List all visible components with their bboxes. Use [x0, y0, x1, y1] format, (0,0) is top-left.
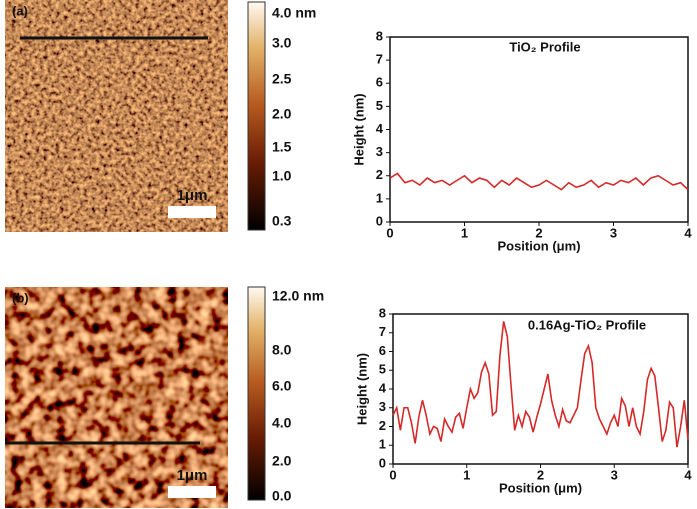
- colorbar-label: 1.0: [272, 168, 292, 184]
- panel-label: (a): [12, 3, 28, 18]
- y-tick-label: 0: [379, 455, 386, 470]
- y-tick-label: 3: [379, 399, 386, 414]
- x-tick-label: 2: [537, 467, 544, 482]
- panel-label: (b): [12, 290, 29, 305]
- colorbar: [247, 1, 266, 231]
- y-tick-label: 7: [376, 52, 383, 67]
- plot-frame: [392, 313, 689, 465]
- x-axis-label: Position (μm): [499, 480, 582, 495]
- y-tick-label: 5: [379, 362, 386, 377]
- colorbar-label: 3.0: [272, 35, 292, 51]
- y-tick-label: 8: [376, 28, 383, 43]
- scale-bar-label: 1μm: [177, 467, 208, 484]
- chart-title: 0.16Ag-TiO₂ Profile: [528, 317, 646, 332]
- y-tick-label: 6: [379, 343, 386, 358]
- chart-title: TiO₂ Profile: [509, 39, 580, 54]
- colorbar-label: 4.0: [272, 415, 292, 431]
- y-tick-label: 8: [379, 305, 386, 320]
- y-axis-label: Height (nm): [354, 353, 369, 425]
- scale-bar: [168, 486, 216, 498]
- colorbar-label: 2.0: [272, 453, 292, 469]
- afm-texture: [5, 287, 228, 508]
- x-tick-label: 3: [611, 467, 618, 482]
- x-tick-label: 1: [463, 467, 470, 482]
- y-tick-label: 1: [376, 190, 383, 205]
- y-tick-label: 2: [376, 167, 383, 182]
- colorbar-label: 1.5: [272, 139, 292, 155]
- y-axis-label: Height (nm): [351, 93, 366, 165]
- plot-frame: [389, 36, 689, 223]
- x-tick-label: 0: [386, 225, 393, 240]
- y-tick-label: 6: [376, 75, 383, 90]
- y-tick-label: 7: [379, 324, 386, 339]
- colorbar-label: 2.0: [272, 106, 292, 122]
- colorbar-label: 0.3: [272, 213, 292, 229]
- scale-bar-label: 1μm: [177, 187, 208, 204]
- y-tick-label: 2: [379, 418, 386, 433]
- colorbar-label: 8.0: [272, 342, 292, 358]
- profile-line: [392, 321, 689, 448]
- x-axis-label: Position (μm): [497, 238, 580, 253]
- y-tick-label: 4: [379, 380, 387, 395]
- x-tick-label: 4: [684, 225, 692, 240]
- scale-bar: [168, 206, 216, 218]
- colorbar: [247, 286, 266, 501]
- x-tick-label: 0: [389, 467, 396, 482]
- colorbar-label: 2.5: [272, 71, 292, 87]
- x-tick-label: 2: [535, 225, 542, 240]
- x-tick-label: 4: [684, 467, 692, 482]
- y-tick-label: 1: [379, 437, 386, 452]
- y-tick-label: 4: [376, 121, 384, 136]
- x-tick-label: 3: [610, 225, 617, 240]
- colorbar-label: 6.0: [272, 378, 292, 394]
- colorbar-label: 12.0 nm: [272, 288, 324, 304]
- colorbar-label: 0.0: [272, 488, 292, 504]
- y-tick-label: 3: [376, 144, 383, 159]
- y-tick-label: 0: [376, 213, 383, 228]
- y-tick-label: 5: [376, 98, 383, 113]
- profile-line: [389, 172, 689, 191]
- colorbar-label: 4.0 nm: [272, 5, 316, 21]
- x-tick-label: 1: [461, 225, 468, 240]
